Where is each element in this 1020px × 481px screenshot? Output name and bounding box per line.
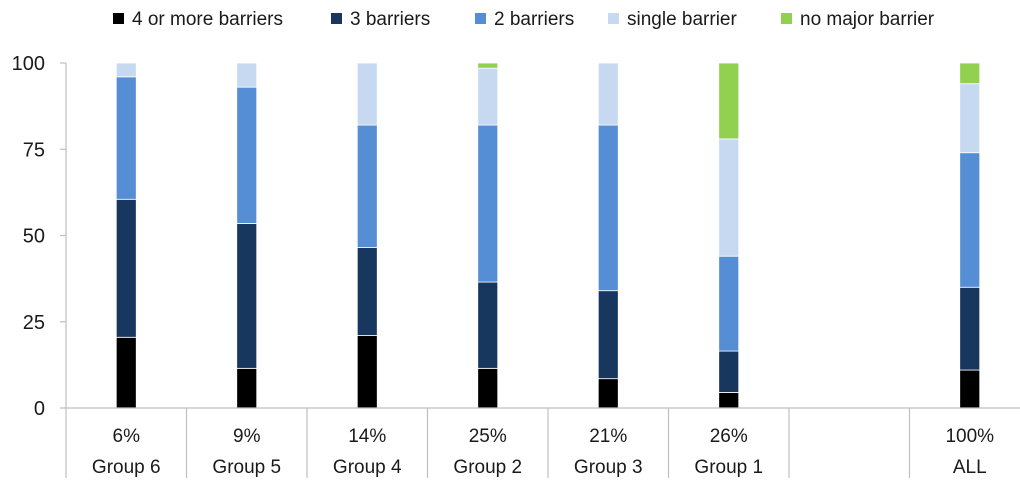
legend-swatch <box>331 13 342 24</box>
bar-segment <box>718 62 740 140</box>
legend-item: 4 or more barriers <box>113 9 283 30</box>
bar-segment <box>959 83 981 154</box>
legend-swatch <box>608 13 619 24</box>
bar-segment <box>597 62 619 126</box>
x-category-share: 9% <box>233 426 261 447</box>
legend-label: single barrier <box>627 9 737 30</box>
bar-segment <box>236 367 258 409</box>
legend-label: 4 or more barriers <box>132 9 283 30</box>
legend-item: single barrier <box>608 9 737 30</box>
legend-item: no major barrier <box>781 9 935 30</box>
bar-segment <box>477 67 499 126</box>
legend-item: 3 barriers <box>331 9 430 30</box>
bar-segment <box>477 62 499 69</box>
x-category-share: 26% <box>710 426 748 447</box>
bar-segment <box>236 62 258 88</box>
bar-segment <box>236 223 258 369</box>
x-axis: 6% Group 6 9% Group 5 14% Group 4 25% Group 2 21… <box>65 407 1020 478</box>
y-tick-label: 100 <box>12 53 45 75</box>
bar-segment <box>115 62 137 78</box>
x-category-share: 21% <box>589 426 627 447</box>
bar-segment <box>959 152 981 288</box>
bar-segment <box>477 124 499 283</box>
bar-segment <box>597 290 619 380</box>
bar-segment <box>959 369 981 409</box>
bar-segment <box>115 336 137 409</box>
legend-swatch <box>475 13 486 24</box>
bar-segment <box>115 76 137 200</box>
x-category-label: Group 3 <box>574 457 643 478</box>
bar-segment <box>597 378 619 409</box>
x-category-share: 100% <box>945 426 994 447</box>
bar-segment <box>477 281 499 369</box>
x-category-label: ALL <box>953 457 987 478</box>
x-category-label: Group 1 <box>694 457 763 478</box>
bar-segment <box>236 86 258 224</box>
x-category-share: 6% <box>113 426 141 447</box>
bar-segment <box>597 124 619 292</box>
bar-segment <box>718 350 740 393</box>
bars <box>115 62 981 409</box>
bar-segment <box>718 392 740 409</box>
legend-swatch <box>113 13 124 24</box>
y-tick-label: 50 <box>23 226 45 248</box>
bar-segment <box>356 124 378 248</box>
y-tick-label: 0 <box>34 398 45 420</box>
x-category-label: Group 6 <box>92 457 161 478</box>
legend-label: 3 barriers <box>350 9 430 30</box>
x-category-share: 25% <box>469 426 507 447</box>
x-category-share: 14% <box>348 426 386 447</box>
bar-segment <box>959 286 981 371</box>
x-category-label: Group 2 <box>453 457 522 478</box>
y-tick-label: 25 <box>23 312 45 334</box>
x-category-label: Group 5 <box>212 457 281 478</box>
legend-item: 2 barriers <box>475 9 574 30</box>
legend: 4 or more barriers 3 barriers 2 barriers si… <box>113 9 935 30</box>
bar-segment <box>718 255 740 352</box>
legend-swatch <box>781 13 792 24</box>
bar-segment <box>718 138 740 257</box>
bar-segment <box>356 247 378 336</box>
y-tick-label: 75 <box>23 139 45 161</box>
bar-segment <box>959 62 981 85</box>
bar-segment <box>477 367 499 409</box>
legend-label: no major barrier <box>800 9 935 30</box>
bar-segment <box>115 198 137 338</box>
bar-segment <box>356 335 378 409</box>
y-axis: 0 25 50 75 100 <box>12 53 67 420</box>
bar-segment <box>356 62 378 126</box>
x-category-label: Group 4 <box>333 457 402 478</box>
legend-label: 2 barriers <box>494 9 574 30</box>
